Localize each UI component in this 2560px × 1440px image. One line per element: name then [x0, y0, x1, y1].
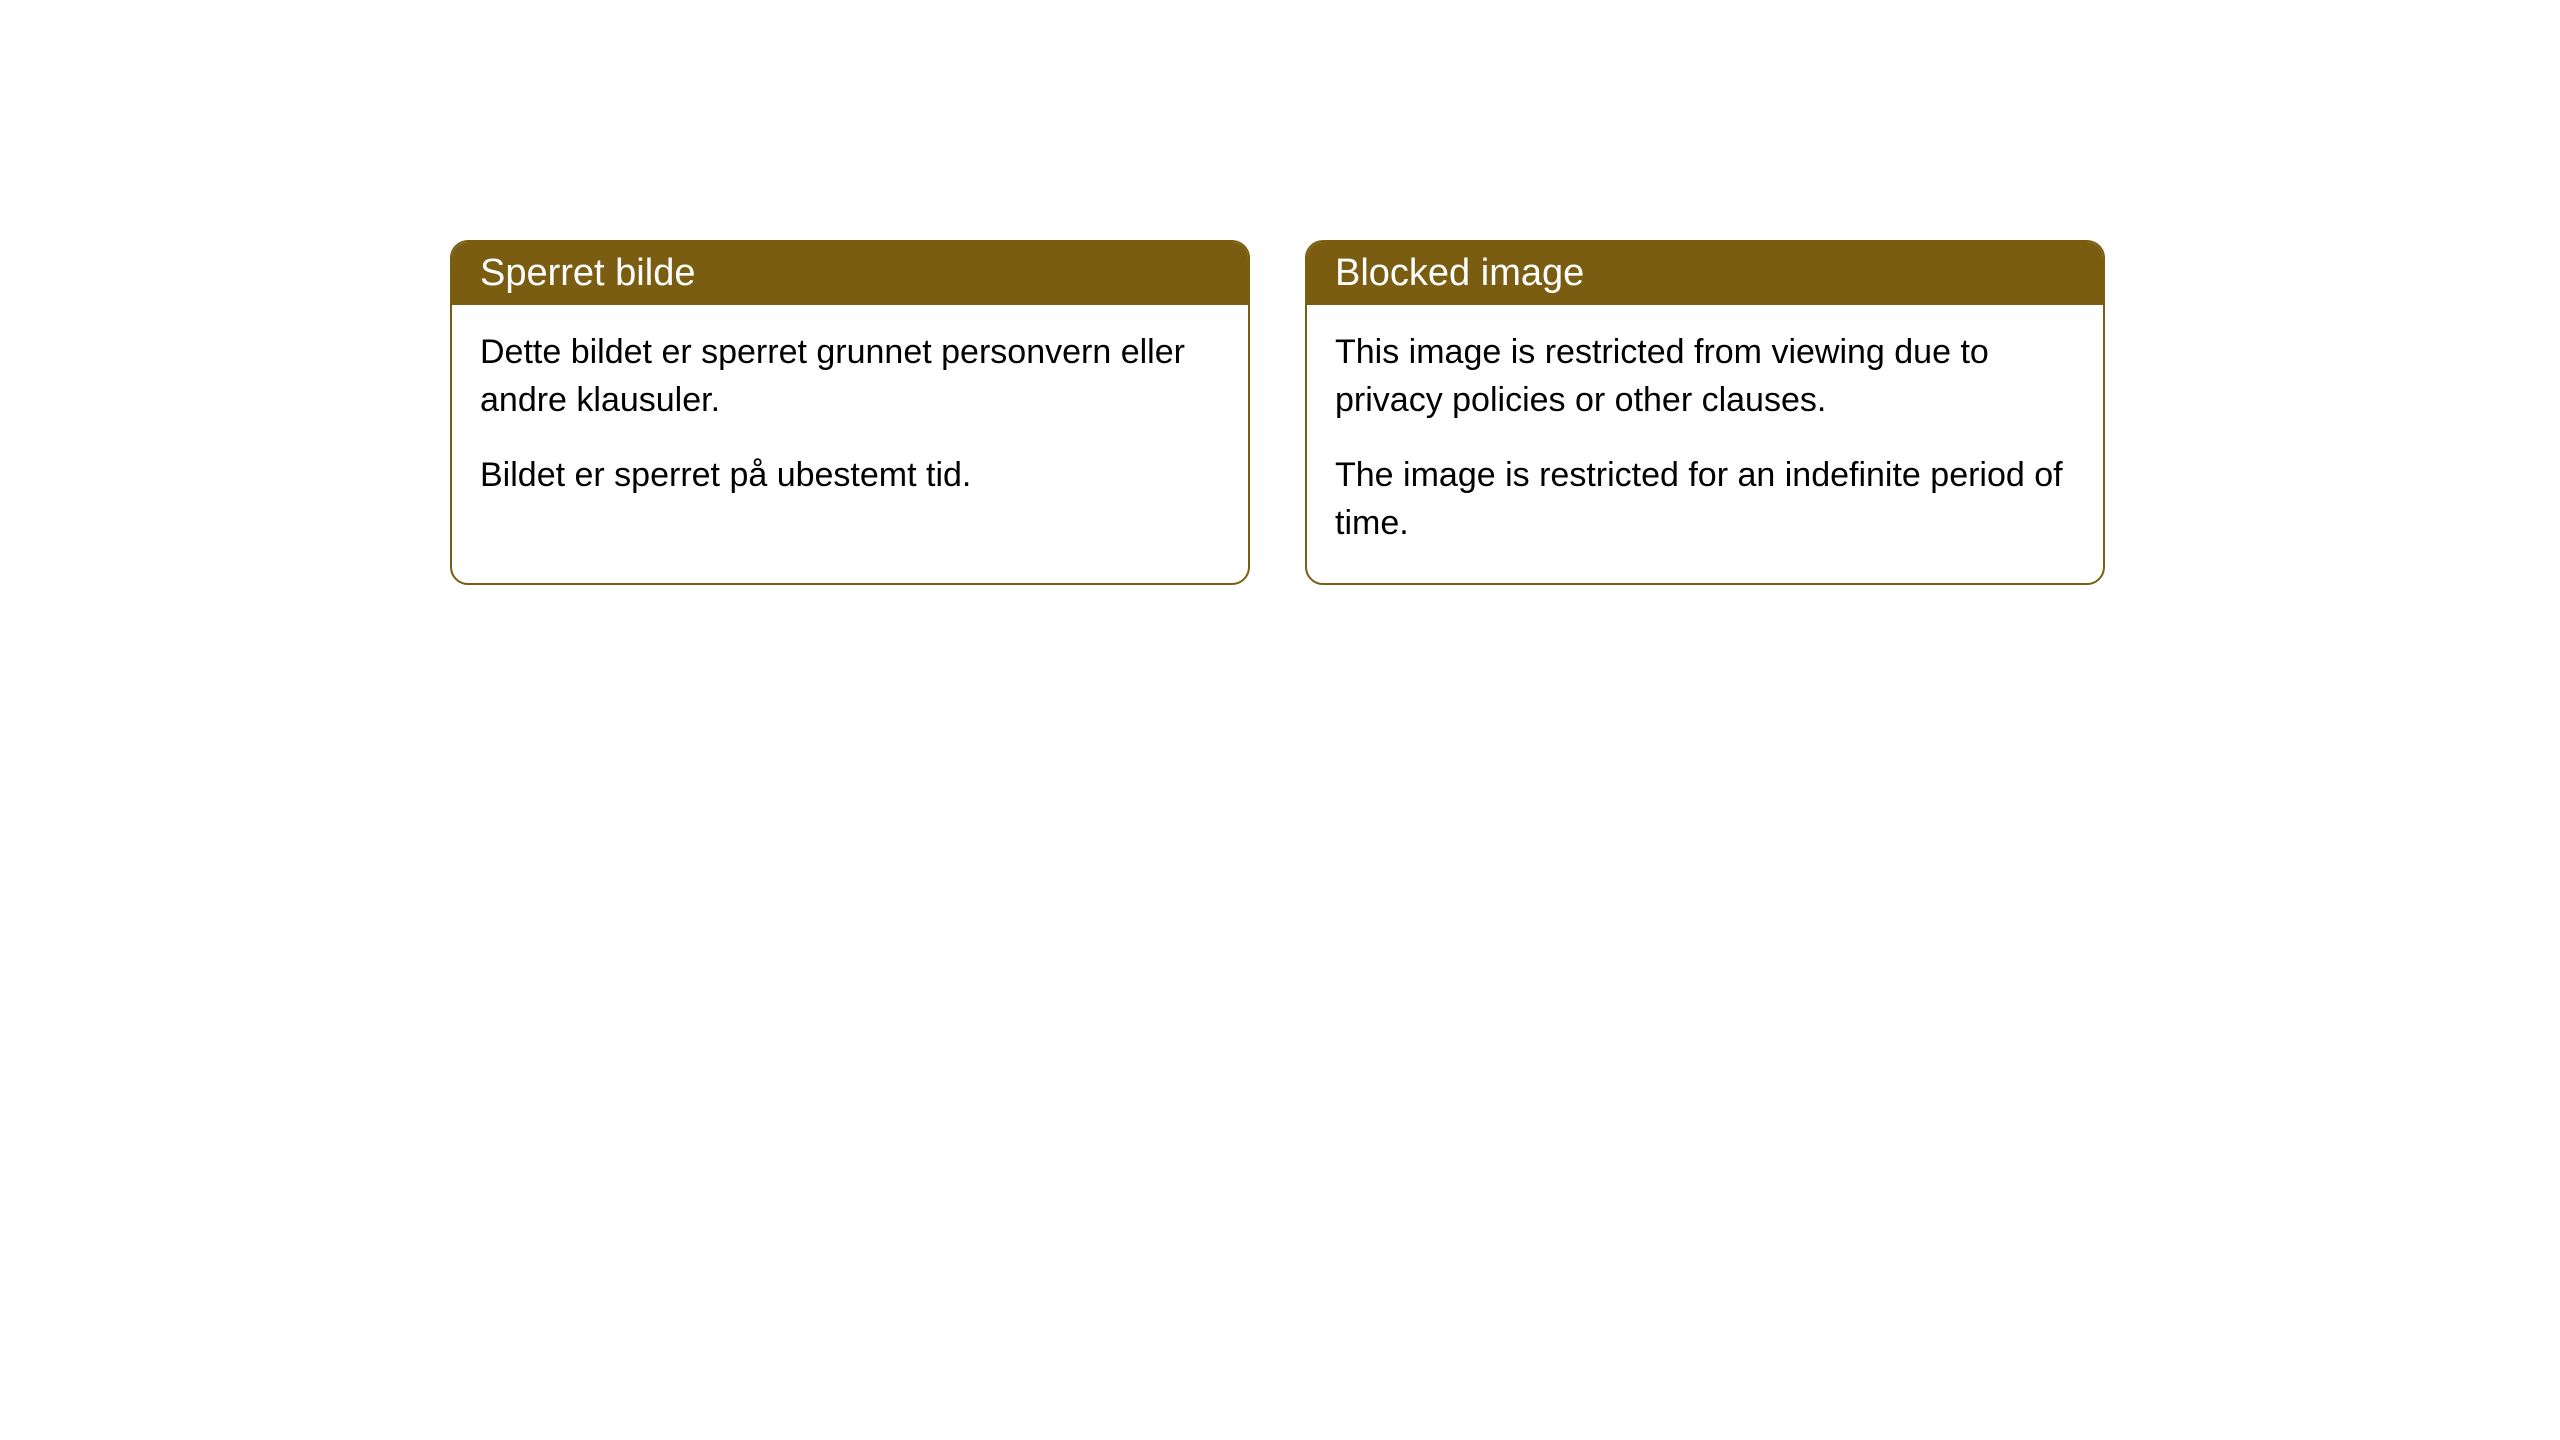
card-title: Sperret bilde	[480, 252, 695, 294]
card-paragraph-1: Dette bildet er sperret grunnet personve…	[480, 329, 1220, 424]
card-header-norwegian: Sperret bilde	[452, 242, 1248, 305]
card-paragraph-2: Bildet er sperret på ubestemt tid.	[480, 452, 1220, 500]
cards-container: Sperret bilde Dette bildet er sperret gr…	[450, 240, 2560, 585]
card-title: Blocked image	[1335, 252, 1584, 294]
blocked-image-card-norwegian: Sperret bilde Dette bildet er sperret gr…	[450, 240, 1250, 585]
blocked-image-card-english: Blocked image This image is restricted f…	[1305, 240, 2105, 585]
card-paragraph-1: This image is restricted from viewing du…	[1335, 329, 2075, 424]
card-header-english: Blocked image	[1307, 242, 2103, 305]
card-body-norwegian: Dette bildet er sperret grunnet personve…	[452, 305, 1248, 536]
card-body-english: This image is restricted from viewing du…	[1307, 305, 2103, 583]
card-paragraph-2: The image is restricted for an indefinit…	[1335, 452, 2075, 547]
